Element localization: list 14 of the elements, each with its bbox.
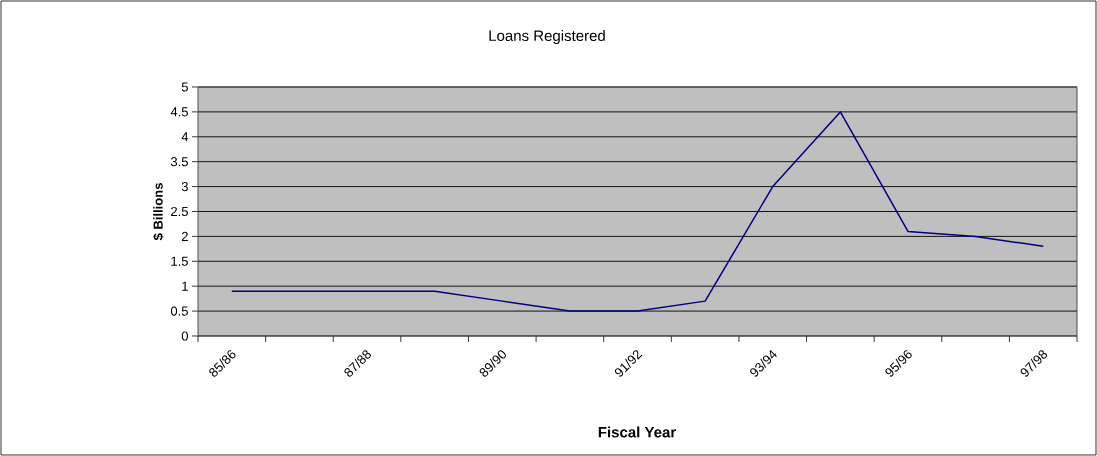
y-tick-label: 2 — [181, 231, 188, 241]
chart-title: Loans Registered — [489, 29, 605, 44]
y-tick-label: 0 — [181, 331, 188, 341]
y-tick-label: 5 — [181, 82, 188, 92]
y-tick-label: 2.5 — [171, 206, 188, 217]
y-tick-label: 1.5 — [171, 256, 188, 266]
y-tick-label: 4.5 — [170, 107, 188, 117]
y-tick-label: 4 — [181, 132, 189, 142]
y-axis-title: $ Billions — [152, 183, 164, 241]
y-tick-label: 3.5 — [170, 157, 188, 167]
y-tick-label: 1 — [182, 281, 188, 291]
x-axis-title: Fiscal Year — [598, 426, 676, 438]
y-tick-label: 3 — [181, 181, 188, 192]
y-tick-label: 0.5 — [170, 306, 188, 316]
